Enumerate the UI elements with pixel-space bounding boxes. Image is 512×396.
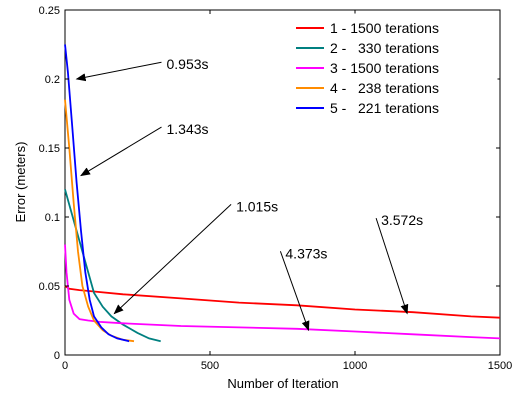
annotation-arrow-4 — [279, 251, 310, 332]
x-tick-label: 1000 — [343, 360, 367, 372]
annotation-label-2: 1.343s — [167, 121, 209, 137]
annotation-arrow-3 — [113, 203, 232, 315]
series-line-5 — [64, 44, 130, 343]
legend-label-1: 1 - 1500 terations — [330, 20, 439, 36]
legend-label-5: 5 - 221 terations — [330, 100, 439, 116]
y-tick-label: 0.05 — [39, 281, 60, 293]
y-tick-label: 0.15 — [39, 143, 60, 155]
y-tick-label: 0.2 — [45, 74, 60, 86]
legend: 1 - 1500 terations 2 - 330 terations 3 - 1… — [291, 13, 498, 123]
annotation-label-3: 1.015s — [236, 198, 278, 214]
annotation-label-5: 3.572s — [381, 212, 423, 228]
x-tick-label: 500 — [201, 360, 219, 372]
annotation-arrow-5 — [375, 217, 409, 315]
series-line-3 — [64, 244, 501, 340]
x-tick-label: 0 — [62, 360, 68, 372]
x-axis-label: Number of Iteration — [227, 376, 338, 391]
series-layer — [64, 44, 501, 343]
legend-label-4: 4 - 238 terations — [330, 80, 439, 96]
annotation-label-1: 0.953s — [167, 56, 209, 72]
legend-box — [291, 13, 498, 123]
annotation-arrow-1 — [75, 61, 162, 82]
annotation-arrow-2 — [80, 126, 162, 177]
annotation-label-4: 4.373s — [285, 245, 327, 261]
y-axis-label: Error (meters) — [13, 142, 28, 223]
y-tick-label: 0 — [54, 350, 60, 362]
axes-layer: 0 500 1000 1500 0 0.05 0.1 0.15 0.2 0.25 — [39, 5, 512, 372]
legend-label-2: 2 - 330 terations — [330, 40, 439, 56]
y-tick-label: 0.1 — [45, 212, 60, 224]
legend-label-3: 3 - 1500 terations — [330, 60, 439, 76]
annotation-layer: 0.953s 1.343s 1.015s 4.373s 3.572s — [75, 56, 423, 332]
series-line-1 — [64, 285, 501, 319]
y-tick-label: 0.25 — [39, 5, 60, 17]
x-tick-label: 1500 — [488, 360, 512, 372]
